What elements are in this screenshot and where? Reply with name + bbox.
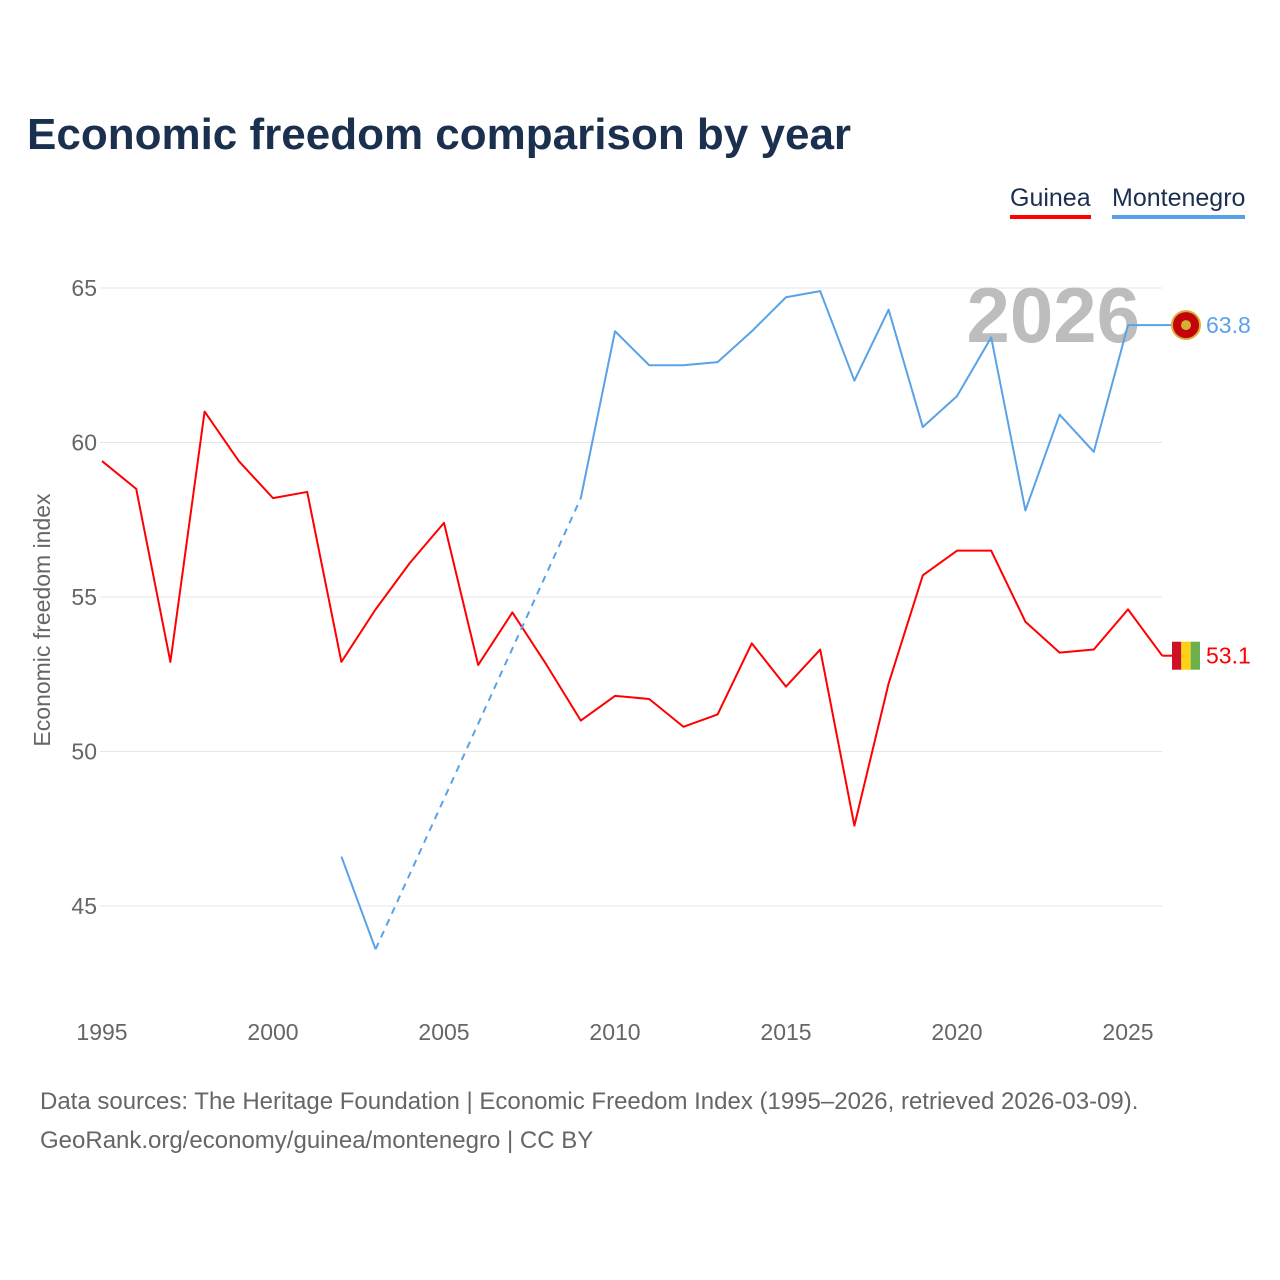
- end-value-label-montenegro: 63.8: [1206, 312, 1251, 338]
- series-gap-line: [374, 497, 582, 950]
- x-tick-label: 2010: [589, 1019, 640, 1045]
- y-tick-label: 50: [71, 739, 97, 765]
- y-axis-label: Economic freedom index: [29, 493, 55, 747]
- x-tick-label: 2020: [931, 1019, 982, 1045]
- legend-montenegro[interactable]: Montenegro: [1112, 184, 1246, 219]
- legend-guinea[interactable]: Guinea: [1010, 184, 1091, 219]
- flag-icon-guinea: [1172, 641, 1182, 670]
- end-value-label-guinea: 53.1: [1206, 643, 1251, 669]
- x-tick-label: 2005: [418, 1019, 469, 1045]
- x-tick-label: 2015: [760, 1019, 811, 1045]
- y-tick-label: 55: [71, 584, 97, 610]
- x-tick-label: 2000: [247, 1019, 298, 1045]
- footer-sources: Data sources: The Heritage Foundation | …: [40, 1088, 1139, 1115]
- flag-icon-guinea-stripe: [1190, 641, 1200, 670]
- series-line-guinea: [101, 410, 1164, 827]
- flag-emblem: [1181, 320, 1191, 331]
- year-watermark: 2026: [966, 271, 1140, 359]
- series-line-montenegro: [340, 856, 377, 950]
- series-line-montenegro: [579, 290, 1163, 512]
- flag-icon-guinea-stripe: [1181, 641, 1191, 670]
- chart-title: Economic freedom comparison by year: [27, 110, 852, 159]
- footer-credit: GeoRank.org/economy/guinea/montenegro | …: [40, 1127, 594, 1154]
- x-tick-label: 2025: [1102, 1019, 1153, 1045]
- y-tick-label: 65: [71, 275, 97, 301]
- x-tick-label: 1995: [76, 1019, 127, 1045]
- y-tick-label: 45: [71, 893, 97, 919]
- y-tick-label: 60: [71, 430, 97, 456]
